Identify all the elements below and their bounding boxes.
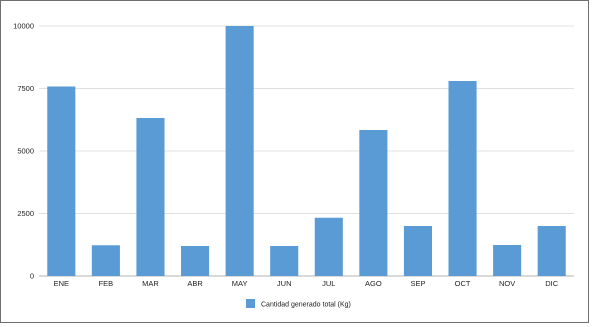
x-tick-label-jul: JUL [322,279,335,288]
x-tick-label-dic: DIC [545,279,559,288]
x-tick-label-nov: NOV [499,279,515,288]
x-tick-label-abr: ABR [187,279,203,288]
x-tick-label-ago: AGO [365,279,382,288]
x-tick-label-may: MAY [232,279,248,288]
bar-jun [270,246,299,276]
y-tick-label: 0 [30,272,34,281]
legend-label: Cantidad generado total (Kg) [261,302,351,309]
x-tick-label-ene: ENE [54,279,69,288]
legend-swatch [246,299,255,308]
x-tick-label-sep: SEP [410,279,425,288]
bar-mar [136,118,165,276]
bar-oct [448,81,477,276]
bar-abr [180,246,210,276]
y-axis-tick-labels: 0 2500 5000 7500 10000 [13,22,34,281]
y-tick-label: 10000 [13,22,34,31]
bar-ago [359,130,388,276]
gridlines [39,25,574,277]
y-tick-label: 7500 [17,84,34,93]
x-axis-tick-labels: ENE FEB MAR ABR MAY JUN JUL AGO SEP OCT NOV DIC [54,279,559,288]
x-tick-label-jun: JUN [277,279,292,288]
bar-dic [537,226,566,276]
y-tick-label: 2500 [17,209,34,218]
bar-feb [91,245,120,276]
legend: Cantidad generado total (Kg) [246,299,351,309]
bar-jul [314,217,343,276]
x-tick-label-oct: OCT [455,279,471,288]
x-tick-label-mar: MAR [142,279,159,288]
bar-sep [403,226,433,276]
bar-may [225,26,254,276]
bar-ene [47,86,76,276]
x-tick-label-feb: FEB [99,279,114,288]
bar-nov [493,245,522,276]
y-tick-label: 5000 [17,147,34,156]
bars [47,26,566,276]
